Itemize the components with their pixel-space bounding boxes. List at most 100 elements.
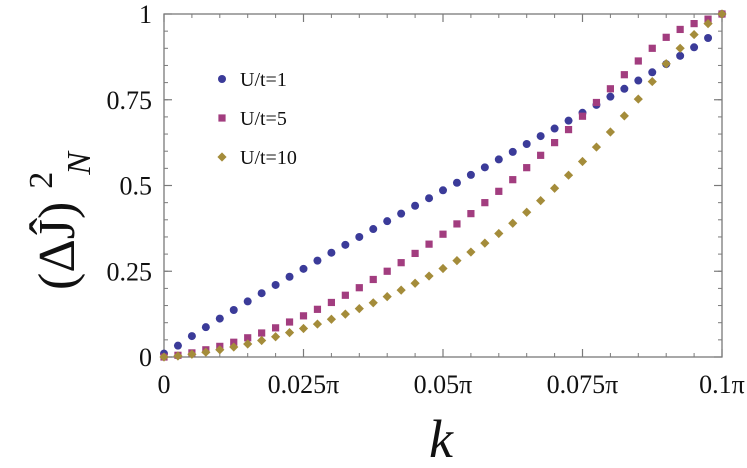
data-point bbox=[564, 116, 573, 125]
data-point bbox=[620, 84, 629, 93]
data-point bbox=[690, 20, 698, 28]
data-point bbox=[411, 249, 419, 258]
data-point bbox=[285, 272, 294, 281]
data-point bbox=[299, 264, 308, 273]
data-point bbox=[229, 306, 238, 315]
data-point bbox=[383, 217, 392, 226]
legend: U/t=1 U/t=5 U/t=10 bbox=[217, 69, 297, 169]
data-point bbox=[467, 210, 475, 218]
data-point bbox=[257, 289, 266, 298]
data-point bbox=[411, 201, 420, 210]
x-tick-label: 0.025π bbox=[268, 370, 340, 399]
data-point bbox=[453, 220, 461, 228]
data-point bbox=[215, 345, 225, 355]
data-point bbox=[313, 256, 322, 265]
data-point bbox=[439, 186, 447, 195]
data-point bbox=[648, 68, 657, 77]
data-point bbox=[508, 147, 517, 156]
data-point bbox=[508, 218, 518, 228]
data-point bbox=[326, 314, 336, 324]
y-axis-title: (ΔĴ) 2 N bbox=[7, 150, 98, 290]
data-point bbox=[410, 278, 420, 288]
data-point bbox=[523, 164, 531, 172]
y-tick-label: 0 bbox=[139, 343, 152, 372]
data-point bbox=[563, 170, 574, 180]
data-point bbox=[369, 225, 378, 234]
data-point bbox=[634, 57, 642, 65]
data-point bbox=[536, 132, 545, 141]
data-point bbox=[509, 176, 517, 184]
data-point bbox=[368, 298, 378, 308]
data-point bbox=[634, 76, 643, 85]
data-point bbox=[494, 155, 503, 164]
data-point bbox=[425, 194, 434, 203]
data-point bbox=[312, 319, 323, 329]
data-point bbox=[272, 324, 280, 332]
legend-label: U/t=1 bbox=[240, 69, 287, 91]
legend-marker bbox=[218, 75, 226, 83]
data-point bbox=[383, 267, 391, 275]
data-point bbox=[354, 304, 364, 314]
data-point bbox=[201, 323, 210, 332]
data-point bbox=[340, 309, 350, 319]
data-point bbox=[495, 187, 503, 195]
data-point bbox=[480, 238, 490, 248]
data-point bbox=[313, 305, 322, 313]
data-point bbox=[605, 127, 615, 137]
data-point bbox=[606, 85, 614, 93]
data-point bbox=[717, 9, 727, 19]
data-point bbox=[676, 51, 685, 60]
data-point bbox=[564, 125, 573, 134]
data-point bbox=[327, 298, 335, 307]
data-point bbox=[704, 34, 713, 43]
data-point bbox=[369, 275, 377, 284]
series-2 bbox=[160, 10, 726, 361]
plot-frame bbox=[163, 13, 723, 358]
data-point bbox=[257, 335, 267, 346]
y-tick-label: 0.5 bbox=[120, 172, 153, 201]
data-point bbox=[481, 199, 489, 207]
data-point bbox=[466, 247, 476, 257]
data-point bbox=[648, 44, 656, 52]
axis-ticks bbox=[163, 13, 723, 358]
series-3 bbox=[159, 9, 727, 362]
data-point bbox=[230, 338, 238, 346]
data-point bbox=[689, 29, 699, 40]
data-point bbox=[591, 142, 602, 152]
data-point bbox=[452, 256, 462, 266]
data-point bbox=[606, 92, 615, 101]
data-point bbox=[619, 111, 629, 121]
data-point bbox=[159, 352, 169, 362]
data-point bbox=[578, 112, 587, 120]
data-point bbox=[187, 349, 197, 359]
data-point bbox=[271, 280, 280, 289]
data-point bbox=[341, 291, 349, 299]
data-point bbox=[690, 43, 699, 52]
data-point bbox=[466, 170, 475, 179]
y-tick-label: 0.25 bbox=[107, 257, 153, 286]
y-tick-label: 1 bbox=[139, 0, 152, 29]
data-point bbox=[382, 292, 392, 302]
legend-marker bbox=[218, 114, 226, 122]
y-axis-title-base: (ΔĴ) bbox=[28, 202, 86, 290]
data-point bbox=[355, 284, 363, 292]
data-point bbox=[439, 230, 447, 238]
data-point bbox=[551, 139, 559, 147]
data-point bbox=[397, 259, 405, 267]
data-point bbox=[173, 341, 182, 350]
data-point bbox=[187, 332, 196, 341]
data-point bbox=[201, 347, 211, 357]
data-point bbox=[285, 318, 294, 326]
data-point bbox=[173, 351, 183, 361]
data-point bbox=[258, 329, 266, 337]
data-point bbox=[299, 312, 308, 320]
data-point bbox=[522, 139, 531, 148]
legend-label: U/t=5 bbox=[240, 108, 287, 130]
legend-marker bbox=[217, 152, 227, 162]
tick-labels: 0 0.025π 0.05π 0.075π 0.1π 0 0.25 0.5 0.75 1 bbox=[107, 0, 745, 399]
data-point bbox=[396, 285, 406, 295]
x-tick-label: 0.075π bbox=[547, 370, 619, 399]
data-point bbox=[424, 271, 434, 281]
svg-text:(ΔĴ) 2 N: (ΔĴ) 2 N bbox=[7, 150, 98, 290]
